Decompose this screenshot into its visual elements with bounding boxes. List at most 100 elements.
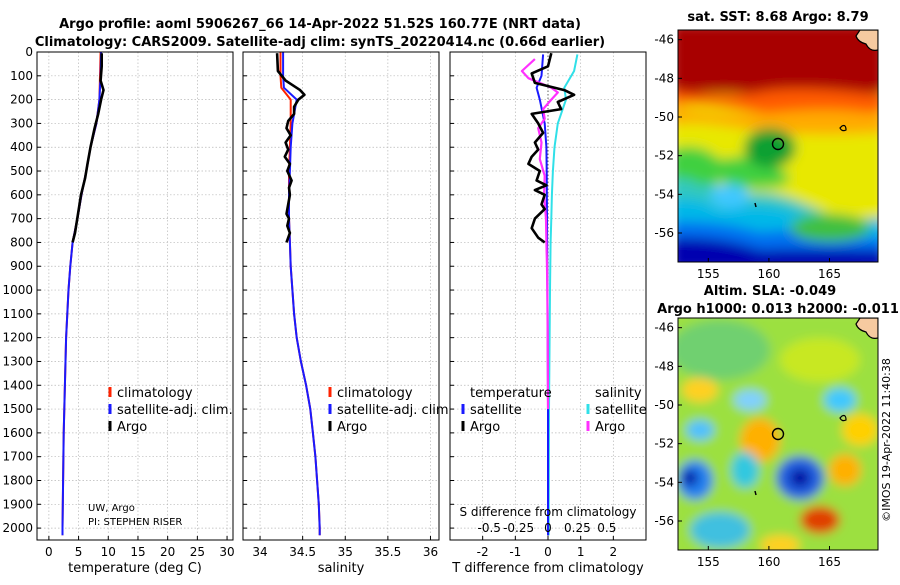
sla_map-xtick-label: 160 (757, 555, 780, 569)
temperature-ytick-label: 800 (10, 235, 33, 249)
difference-secondary-xtick-label: 0 (544, 521, 552, 535)
temperature-ytick-label: 400 (10, 140, 33, 154)
salinity-legend-label: satellite-adj. clim. (337, 403, 453, 418)
sst_map-ytick-label: -48 (654, 71, 674, 85)
temperature-xtick-label: 0 (45, 545, 53, 559)
temperature-ytick-label: 1300 (2, 354, 33, 368)
temperature-xtick-label: 10 (101, 545, 116, 559)
temperature-frame (36, 51, 234, 541)
salinity-frame (242, 51, 440, 541)
sla-map-title: Altim. SLA: -0.049 (704, 284, 836, 299)
difference-secondary-xlabel: S difference from climatology (460, 505, 637, 519)
temperature-panel: 0 5 10 15 20 25 30 temperature (deg C) 0 100 200 30… (2, 45, 234, 576)
temperature-ytick-label: 2000 (2, 521, 33, 535)
sla_map-xtick-label: 155 (697, 555, 720, 569)
difference-legend-title-salinity: salinity (595, 386, 642, 401)
temperature-legend-label: Argo (117, 420, 147, 435)
sla_map-ytick-label: -56 (654, 514, 674, 528)
sla-map-subtitle: Argo h1000: 0.013 h2000: -0.011 (657, 302, 899, 317)
figure-title-line1: Argo profile: aoml 5906267_66 14-Apr-202… (59, 17, 581, 32)
sst_map-ytick-label: -54 (654, 187, 674, 201)
sla-map-image (678, 318, 878, 550)
temperature-ytick-label: 100 (10, 69, 33, 83)
sla_map-ytick-label: -52 (654, 437, 674, 451)
temperature-series-argo (71, 53, 105, 243)
difference-secondary-xtick-label: -0.5 (477, 521, 500, 535)
difference-temperature-legend-label: satellite (470, 403, 522, 418)
temperature-legend-label: satellite-adj. clim. (117, 403, 233, 418)
temperature-ytick-label: 1400 (2, 378, 33, 392)
sla_map-ytick-label: -50 (654, 398, 674, 412)
sst_map-xtick-label: 160 (757, 267, 780, 281)
temperature-ytick-label: 1800 (2, 473, 33, 487)
temperature-xtick-label: 15 (130, 545, 145, 559)
temperature-ytick-label: 1000 (2, 283, 33, 297)
imos-timestamp: ©IMOS 19-Apr-2022 11:40:38 (880, 358, 893, 522)
temperature-ytick-label: 500 (10, 164, 33, 178)
salinity-legend-label: climatology (337, 386, 413, 401)
sla_map-xtick-label: 165 (818, 555, 841, 569)
difference-xtick-label: 0 (544, 545, 552, 559)
salinity-xtick-label: 36 (423, 545, 438, 559)
temperature-legend-label: climatology (117, 386, 193, 401)
difference-xtick-label: -1 (509, 545, 521, 559)
difference-salinity-legend-label: Argo (595, 420, 625, 435)
sla_map-ytick-label: -46 (654, 321, 674, 335)
temperature-ytick-label: 900 (10, 259, 33, 273)
salinity-xtick-label: 34.5 (289, 545, 316, 559)
salinity-xtick-label: 35 (338, 545, 353, 559)
salinity-plot-area (243, 52, 439, 540)
difference-xlabel: T difference from climatology (451, 561, 644, 576)
temperature-xtick-label: 5 (75, 545, 83, 559)
sst-map-frame (677, 29, 879, 263)
sst_map-ytick-label: -46 (654, 33, 674, 47)
difference-panel: -2 -1 0 1 2 T difference from climatology temp… (449, 51, 647, 576)
difference-xtick-label: 1 (577, 545, 585, 559)
temperature-ytick-label: 300 (10, 116, 33, 130)
temperature-ytick-label: 1200 (2, 331, 33, 345)
difference-series-argo-temperature (527, 52, 576, 244)
temperature-xtick-label: 20 (160, 545, 175, 559)
temperature-xlabel: temperature (deg C) (68, 561, 202, 576)
salinity-xtick-label: 35.5 (375, 545, 402, 559)
salinity-xlabel: salinity (318, 561, 365, 576)
temperature-ytick-label: 1500 (2, 402, 33, 416)
salinity-xtick-label: 34 (252, 545, 267, 559)
difference-secondary-xtick-label: -0.25 (503, 521, 534, 535)
sla-map-frame (677, 317, 879, 551)
sla-argo-location-marker (771, 427, 785, 441)
temperature-ytick-label: 1100 (2, 307, 33, 321)
temperature-ytick-label: 200 (10, 93, 33, 107)
temperature-ytick-label: 1600 (2, 426, 33, 440)
temperature-ytick-label: 1700 (2, 450, 33, 464)
difference-secondary-xtick-label: 0.25 (564, 521, 591, 535)
difference-salinity-legend-label: satellite (595, 403, 647, 418)
sst_map-xtick-label: 155 (697, 267, 720, 281)
sst-argo-location-marker (771, 137, 785, 151)
difference-legend-title-temperature: temperature (470, 386, 552, 401)
sst-map-image (678, 30, 878, 262)
sst_map-ytick-label: -56 (654, 226, 674, 240)
sst-map-title: sat. SST: 8.68 Argo: 8.79 (687, 10, 868, 25)
salinity-series-argo (275, 53, 306, 243)
sst_map-ytick-label: -50 (654, 110, 674, 124)
temperature-ytick-label: 600 (10, 188, 33, 202)
temperature-ytick-label: 700 (10, 212, 33, 226)
sst-map-axes: 155 160 165 -46 -48 -50 -52 -54 -56 (654, 33, 841, 281)
temperature-plot-area (37, 52, 233, 540)
sst_map-xtick-label: 165 (818, 267, 841, 281)
figure-title-line2: Climatology: CARS2009. Satellite-adj cli… (35, 35, 605, 50)
credit-pi: PI: STEPHEN RISER (88, 517, 182, 528)
salinity-panel: 34 34.5 35 35.5 36 salinity climatology satelli… (242, 51, 453, 576)
salinity-legend-label: Argo (337, 420, 367, 435)
temperature-xtick-label: 30 (219, 545, 234, 559)
temperature-xtick-label: 25 (190, 545, 205, 559)
sla-map-axes: 155 160 165 -46 -48 -50 -52 -54 -56 (654, 321, 841, 569)
sst_map-ytick-label: -52 (654, 149, 674, 163)
difference-xtick-label: 2 (610, 545, 618, 559)
sla_map-ytick-label: -54 (654, 475, 674, 489)
difference-secondary-xtick-label: 0.5 (597, 521, 616, 535)
temperature-ytick-label: 0 (25, 45, 33, 59)
